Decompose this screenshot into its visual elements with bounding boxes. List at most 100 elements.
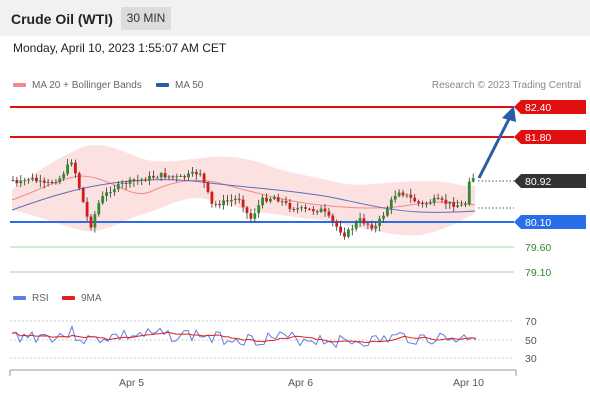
candle-body [214,203,218,205]
ma50-label: MA 50 [175,80,204,91]
candle-body [464,204,467,206]
rsi-line [11,324,477,349]
candle-body [421,202,424,204]
candle-body [452,202,456,207]
candle-body [284,201,288,203]
x-tick-apr10: Apr 10 [453,377,484,389]
instrument-title: Crude Oil (WTI) [11,11,113,27]
candle-body [456,205,459,207]
candle-body [382,215,385,219]
candle-body [148,175,151,181]
candle-body [175,176,179,178]
timestamp: Monday, April 10, 2023 1:55:07 AM CET [13,41,227,55]
rsi-tick-70: 70 [525,316,537,328]
rsi-tick-50: 50 [525,335,537,347]
level-tag-80-92: 80.92 [514,174,586,188]
candle-body [272,197,276,199]
candle-body [70,162,73,165]
candle-body [261,197,264,206]
candle-body [358,218,362,223]
bollinger-band [12,145,475,236]
ma9-swatch [62,296,75,301]
candle-body [42,180,46,183]
candle-body [202,173,206,183]
ma50-swatch [156,83,169,88]
candle-body [444,199,448,204]
candle-body [46,181,50,183]
candle-body [77,173,81,189]
chart-header: Crude Oil (WTI) 30 MIN [0,0,590,36]
candle-body [120,182,124,184]
candle-body [191,171,194,174]
candle-body [253,213,257,219]
candle-body [460,204,463,206]
candle-body [183,175,186,178]
candle-body [105,192,108,196]
candle-body [218,203,222,206]
candle-body [327,211,331,216]
ma20-swatch [13,83,26,88]
candle-body [93,214,97,228]
forecast-arrowhead [502,106,516,122]
candle-body [397,192,401,197]
forecast-arrow [477,116,512,179]
candle-body [432,197,436,203]
candle-body [300,207,303,209]
candle-body [50,181,54,183]
level-tag-label: 82.40 [525,102,551,114]
candle-body [323,208,327,212]
candle-body [85,201,89,217]
candle-body [38,180,42,182]
candle-body [159,173,163,178]
candle-body [27,179,30,181]
candle-body [167,176,171,178]
ma50-line [11,179,476,213]
candle-body [343,232,346,237]
candle-body [378,218,381,227]
candle-body [222,200,225,206]
rsi-tick-30: 30 [525,353,537,365]
candle-body [366,223,370,225]
candle-body [347,229,350,237]
candle-body [152,175,155,178]
candle-body [467,181,471,205]
level-tag-79-10: 79.10 [525,267,551,279]
candle-body [113,189,116,193]
candle-body [210,191,214,204]
candle-body [257,205,261,214]
candle-body [179,175,183,177]
candle-body [245,207,249,214]
candle-body [393,196,397,200]
candle-body [97,203,101,215]
rsi-swatch [13,296,26,301]
candle-body [58,178,62,183]
candlestick-series [11,158,475,240]
candle-body [198,173,202,175]
level-tag-80-10: 80.10 [514,215,586,229]
candle-body [440,198,444,200]
level-tag-82-40: 82.40 [514,100,586,114]
candle-body [116,183,120,190]
candle-body [171,176,175,178]
candle-body [401,192,405,196]
candle-body [132,179,136,181]
candle-body [206,182,210,192]
candle-body [144,179,147,181]
candle-body [315,211,319,213]
candle-body [292,208,296,210]
credit-text: Research © 2023 Trading Central [431,80,581,91]
candle-body [280,201,284,203]
x-tick-apr6: Apr 6 [288,377,313,389]
ma9-line [11,332,477,344]
candle-body [31,177,34,180]
legend-9ma: 9MA [62,293,102,304]
level-tag-81-80: 81.80 [514,130,586,144]
candle-body [339,226,342,233]
legend-ma50: MA 50 [156,80,203,91]
candle-body [354,222,358,229]
candle-body [269,198,272,202]
candle-body [370,224,374,229]
candle-body [276,197,280,202]
interval-button[interactable]: 30 MIN [121,7,171,30]
